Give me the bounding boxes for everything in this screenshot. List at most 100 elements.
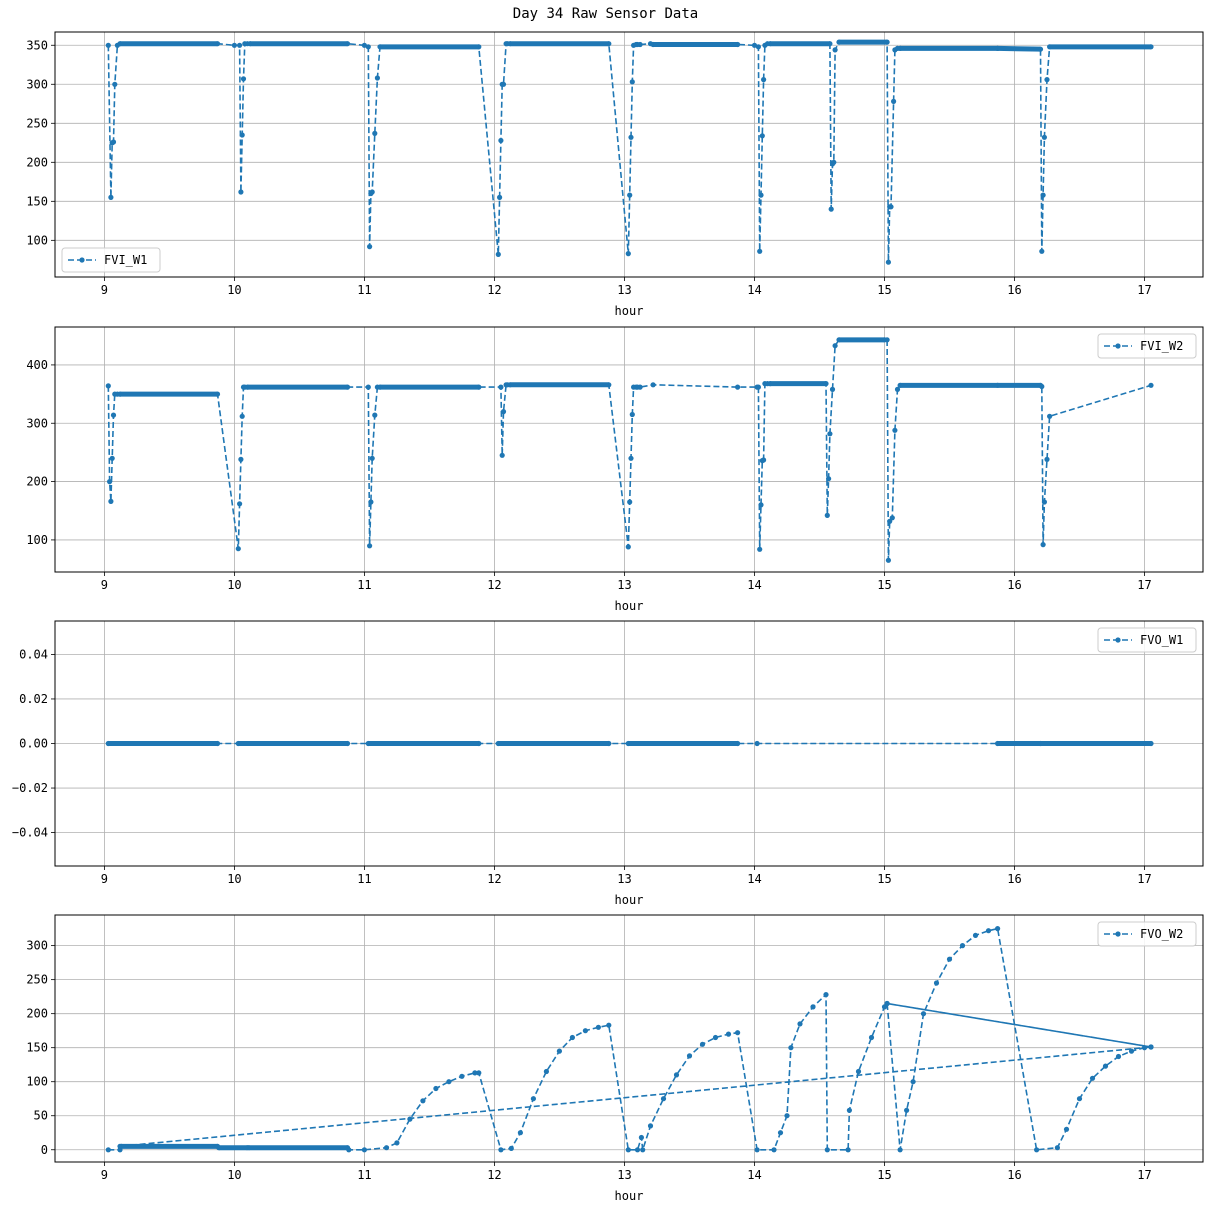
data-point <box>831 159 837 165</box>
data-point <box>1076 1096 1083 1102</box>
data-point <box>761 77 767 83</box>
y-tick-label: −0.02 <box>12 781 48 795</box>
x-tick-label: 16 <box>1007 1168 1021 1182</box>
data-point <box>972 932 979 939</box>
series-line-FVI_W1 <box>107 41 1151 263</box>
y-tick-label: 200 <box>26 475 48 489</box>
data-point <box>823 992 829 998</box>
y-tick-label: 300 <box>26 77 48 91</box>
data-point <box>885 259 892 265</box>
data-point <box>499 452 505 458</box>
x-tick-label: 15 <box>877 578 891 592</box>
y-tick-label: 150 <box>26 1041 48 1055</box>
data-point <box>459 1073 465 1079</box>
data-point <box>238 456 244 462</box>
legend-label: FVI_W1 <box>104 253 147 267</box>
x-axis-label: hour <box>615 599 644 613</box>
data-point <box>757 546 763 552</box>
data-point <box>105 42 111 48</box>
data-point <box>810 1004 816 1010</box>
data-point <box>1040 542 1046 548</box>
x-tick-label: 9 <box>101 578 108 592</box>
data-point <box>1041 134 1047 140</box>
y-tick-label: 250 <box>26 116 48 130</box>
data-point <box>105 383 111 389</box>
data-point <box>735 384 741 390</box>
data-point <box>497 194 503 200</box>
x-tick-label: 13 <box>617 872 631 886</box>
data-point <box>889 515 895 521</box>
data-point <box>640 1147 646 1153</box>
data-point <box>1148 382 1154 388</box>
data-point <box>625 1147 631 1153</box>
series-line-FVI_W2 <box>107 338 1152 561</box>
data-point <box>543 1068 550 1075</box>
x-tick-label: 13 <box>617 578 631 592</box>
data-point <box>582 1028 589 1034</box>
data-point <box>755 384 762 390</box>
x-tick-label: 10 <box>227 872 241 886</box>
data-point <box>673 1072 680 1078</box>
data-point <box>368 499 374 505</box>
x-tick-label: 15 <box>877 283 891 297</box>
data-point <box>1102 1063 1109 1069</box>
legend: FVO_W1 <box>1097 627 1197 653</box>
legend-label: FVI_W2 <box>1140 339 1183 353</box>
data-point <box>759 133 765 139</box>
data-point <box>595 1024 602 1030</box>
legend-box <box>1097 627 1197 653</box>
data-point <box>771 1147 777 1153</box>
data-point <box>1141 1045 1148 1051</box>
data-point <box>239 132 245 138</box>
legend-label: FVO_W1 <box>1140 633 1183 647</box>
data-point <box>758 192 764 198</box>
data-point <box>845 1147 851 1153</box>
y-tick-label: −0.04 <box>12 826 48 840</box>
data-point <box>394 1140 400 1146</box>
x-tick-label: 10 <box>227 283 241 297</box>
data-point <box>625 544 631 550</box>
data-point <box>361 1147 367 1153</box>
x-axis-label: hour <box>615 1189 644 1203</box>
data-point <box>1089 1075 1096 1081</box>
x-tick-label: 16 <box>1007 872 1021 886</box>
data-point <box>500 81 507 87</box>
data-point <box>365 384 371 390</box>
data-point <box>628 134 634 140</box>
data-point <box>108 498 114 504</box>
axes-frame <box>54 31 1204 278</box>
data-point <box>832 47 838 53</box>
data-point <box>495 251 501 257</box>
data-point <box>885 557 892 563</box>
data-point <box>498 384 504 390</box>
data-point <box>1054 1145 1060 1151</box>
data-point <box>933 980 940 986</box>
data-point <box>884 337 890 343</box>
data-point <box>891 98 897 104</box>
x-tick-label: 14 <box>747 1168 761 1182</box>
y-tick-label: 300 <box>26 416 48 430</box>
data-point <box>824 512 830 519</box>
data-point <box>1040 192 1046 198</box>
data-point <box>517 1130 524 1136</box>
x-tick-label: 16 <box>1007 283 1021 297</box>
data-point <box>508 1145 514 1151</box>
data-point <box>832 343 838 349</box>
x-tick-label: 9 <box>101 283 108 297</box>
data-point <box>754 1147 760 1153</box>
data-point <box>372 412 378 418</box>
x-tick-label: 10 <box>227 578 241 592</box>
data-point <box>829 386 836 392</box>
legend-box <box>1097 333 1197 359</box>
y-tick-label: 150 <box>26 194 48 208</box>
data-point <box>369 189 375 195</box>
data-point <box>407 1116 413 1122</box>
data-point <box>1039 248 1045 254</box>
x-tick-label: 13 <box>617 283 631 297</box>
legend: FVO_W2 <box>1097 921 1197 947</box>
x-tick-label: 14 <box>747 578 761 592</box>
y-tick-label: 100 <box>26 533 48 547</box>
x-tick-label: 11 <box>357 872 371 886</box>
x-tick-label: 11 <box>357 578 371 592</box>
